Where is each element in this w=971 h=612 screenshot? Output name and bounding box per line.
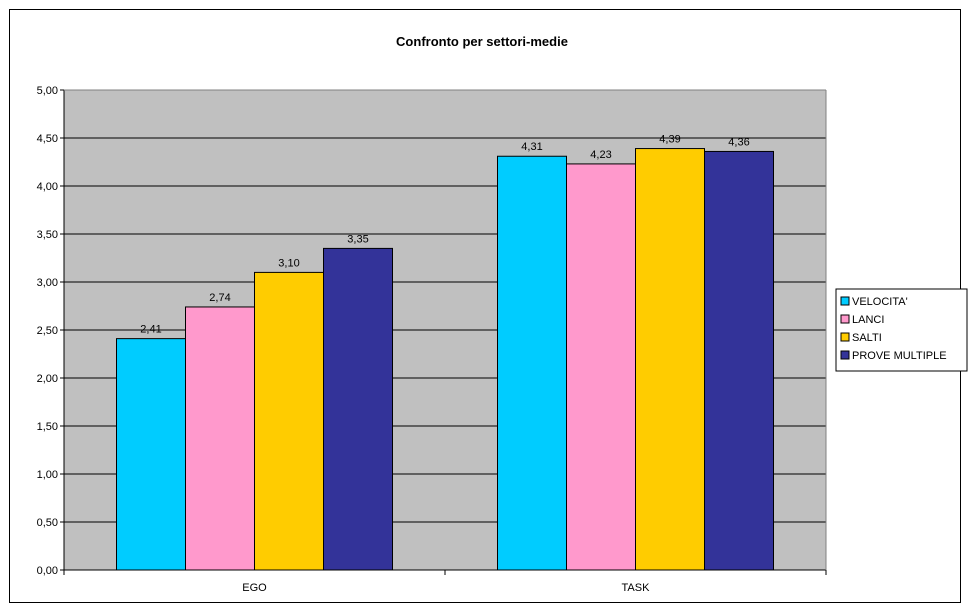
y-tick-label: 2,00 [37,373,58,385]
data-label: 3,35 [347,233,368,245]
bar-ego-0 [116,338,186,571]
y-tick-label: 0,00 [37,565,58,577]
legend-box [835,288,968,372]
legend-swatch [840,350,850,360]
legend-label: PROVE MULTIPLE [852,350,947,362]
plot-area: 0,00 0,50 1,00 1,50 2,00 2,50 3,00 3,50 4,00 4,50… [37,85,827,594]
y-tick-label: 1,50 [37,421,58,433]
bar-task-3 [704,150,774,571]
bar-ego-2 [254,271,324,571]
data-label: 4,36 [728,136,749,148]
legend-label: LANCI [852,314,884,326]
data-label: 3,10 [278,257,299,269]
y-tick-label: 3,50 [37,229,58,241]
bar-ego-1 [185,306,255,571]
bar-task-2 [635,148,705,571]
legend-swatch [840,296,850,306]
bar-task-1 [566,163,636,571]
data-label: 4,23 [590,149,611,161]
y-tick-label: 3,00 [37,277,58,289]
chart-title: Confronto per settori-medie [396,34,568,49]
legend-label: SALTI [852,332,882,344]
x-tick-label: EGO [242,582,267,594]
y-tick-label: 1,00 [37,469,58,481]
legend-swatch [840,332,850,342]
y-tick-label: 4,50 [37,133,58,145]
y-tick-label: 0,50 [37,517,58,529]
x-tick-label: TASK [622,582,651,594]
data-label: 4,39 [659,134,680,146]
data-label: 2,41 [140,324,161,336]
bar-ego-3 [323,247,393,571]
legend: VELOCITA' LANCI SALTI PROVE MULTIPLE [835,288,968,372]
data-label: 2,74 [209,292,230,304]
bar-task-0 [497,155,567,571]
legend-swatch [840,314,850,324]
y-tick-label: 4,00 [37,181,58,193]
legend-label: VELOCITA' [852,296,908,308]
y-tick-label: 2,50 [37,325,58,337]
data-label: 4,31 [521,141,542,153]
y-tick-label: 5,00 [37,85,58,97]
